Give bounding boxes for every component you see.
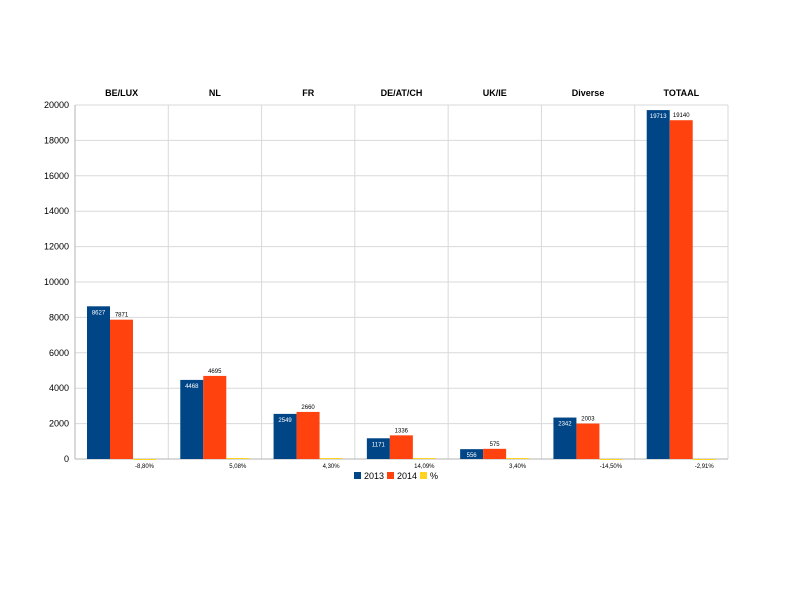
category-label: Diverse bbox=[572, 88, 605, 98]
percent-label: 3,40% bbox=[509, 464, 527, 470]
bar-value-label: 4695 bbox=[208, 369, 222, 375]
bar-2013 bbox=[87, 306, 110, 459]
bar-2013 bbox=[180, 379, 204, 459]
percent-label: -8,80% bbox=[135, 464, 155, 470]
bar-value-label: 575 bbox=[490, 442, 501, 448]
legend-entry: % bbox=[430, 471, 438, 481]
bar-2013 bbox=[460, 449, 484, 459]
bar-value-label: 2003 bbox=[581, 417, 595, 423]
bar-value-label: 19713 bbox=[650, 114, 667, 120]
legend-entry: 2013 bbox=[364, 471, 384, 481]
bar-value-label: 8627 bbox=[92, 310, 106, 316]
category-label: UK/IE bbox=[483, 88, 507, 98]
category-label: BE/LUX bbox=[105, 88, 138, 98]
percent-label: 4,30% bbox=[323, 464, 341, 470]
category-label: TOTAAL bbox=[664, 88, 700, 98]
legend-swatch bbox=[420, 472, 427, 479]
bar-2014 bbox=[389, 435, 413, 459]
y-tick-label: 10000 bbox=[44, 277, 69, 287]
bar-2014 bbox=[110, 319, 133, 459]
bar-2014 bbox=[296, 411, 320, 459]
category-label: DE/AT/CH bbox=[381, 88, 423, 98]
bar-2014 bbox=[203, 375, 227, 459]
bar-value-label: 1171 bbox=[372, 442, 386, 448]
bar-value-label: 4468 bbox=[185, 384, 199, 390]
bar-value-label: 2549 bbox=[278, 418, 292, 424]
y-tick-label: 16000 bbox=[44, 171, 69, 181]
percent-label: 5,08% bbox=[229, 464, 247, 470]
bar-2013 bbox=[273, 413, 297, 459]
bar-value-label: 2342 bbox=[558, 422, 572, 428]
bar-2013 bbox=[646, 110, 670, 460]
bar-value-label: 2660 bbox=[301, 405, 315, 411]
percent-label: 14,09% bbox=[414, 464, 435, 470]
bar-percent bbox=[412, 457, 436, 459]
y-tick-label: 20000 bbox=[44, 100, 69, 110]
bar-2013 bbox=[553, 417, 577, 459]
bar-2013 bbox=[366, 438, 390, 459]
y-tick-label: 6000 bbox=[49, 348, 69, 358]
y-tick-label: 0 bbox=[64, 454, 69, 464]
bar-value-label: 19140 bbox=[673, 113, 690, 119]
bar-percent bbox=[226, 457, 250, 459]
bar-2014 bbox=[483, 448, 507, 459]
bar-percent bbox=[599, 459, 623, 460]
bar-2014 bbox=[669, 120, 693, 460]
bar-value-label: 1336 bbox=[395, 428, 409, 434]
y-tick-label: 12000 bbox=[44, 242, 69, 252]
percent-label: -14,50% bbox=[600, 464, 623, 470]
legend-swatch bbox=[354, 472, 361, 479]
percent-label: -2,91% bbox=[695, 464, 715, 470]
bar-percent bbox=[133, 459, 156, 460]
legend-entry: 2014 bbox=[397, 471, 417, 481]
bar-value-label: 556 bbox=[467, 453, 478, 459]
y-tick-label: 2000 bbox=[49, 419, 69, 429]
legend-swatch bbox=[387, 472, 394, 479]
y-tick-label: 4000 bbox=[49, 383, 69, 393]
bar-percent bbox=[692, 459, 716, 460]
bar-percent bbox=[506, 457, 530, 459]
bar-2014 bbox=[576, 423, 600, 459]
y-tick-label: 14000 bbox=[44, 206, 69, 216]
bar-percent bbox=[319, 457, 343, 459]
bar-value-label: 7871 bbox=[115, 313, 129, 319]
y-tick-label: 18000 bbox=[44, 135, 69, 145]
category-label: FR bbox=[302, 88, 314, 98]
y-tick-label: 8000 bbox=[49, 312, 69, 322]
category-label: NL bbox=[209, 88, 221, 98]
